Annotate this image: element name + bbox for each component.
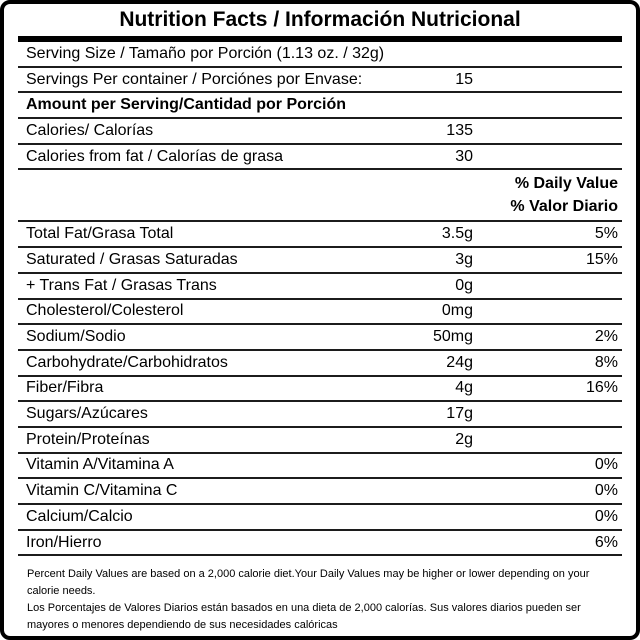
nutrient-row: Calories from fat / Calorías de grasa 30 (18, 145, 622, 171)
nutrient-amount: 3.5g (441, 225, 473, 243)
nutrient-row: Vitamin A/Vitamina A 0% (18, 454, 622, 480)
nutrient-amount: 30 (455, 147, 473, 165)
nutrient-row: Sugars/Azúcares 17g (18, 402, 622, 428)
nutrient-amount: 15 (455, 70, 473, 88)
daily-value-header-spanish: % Valor Diario (510, 197, 618, 215)
nutrient-label: Protein/Proteínas (26, 430, 150, 448)
nutrient-row: Serving Size / Tamaño por Porción (1.13 … (18, 42, 622, 68)
nutrient-label: Sugars/Azúcares (26, 405, 148, 423)
nutrient-label: Sodium/Sodio (26, 328, 126, 346)
nutrient-label: Calories/ Calorías (26, 121, 154, 139)
nutrient-amount: 24g (446, 353, 473, 371)
nutrient-percent: 16% (585, 379, 618, 397)
nutrient-percent: 15% (585, 250, 618, 268)
nutrient-percent: 2% (594, 328, 618, 346)
nutrient-label: Calcium/Calcio (26, 507, 133, 525)
nutrient-amount: 135 (446, 121, 473, 139)
nutrient-row: Total Fat/Grasa Total 3.5g 5% (18, 222, 622, 249)
nutrient-row: Cholesterol/Colesterol 0mg (18, 300, 622, 326)
nutrient-amount: 50mg (432, 328, 473, 346)
footnote-section: Percent Daily Values are based on a 2,00… (18, 566, 622, 634)
footnote-spanish: Los Porcentajes de Valores Diarios están… (27, 602, 581, 632)
nutrient-label: Vitamin A/Vitamina A (26, 456, 174, 474)
nutrient-label: Cholesterol/Colesterol (26, 302, 184, 320)
nutrient-label: Calories from fat / Calorías de grasa (26, 147, 283, 165)
nutrient-amount: 0g (455, 276, 473, 294)
nutrition-table: Serving Size / Tamaño por Porción (1.13 … (18, 42, 622, 557)
nutrient-row: Amount per Serving/Cantidad por Porción (18, 93, 622, 120)
nutrient-row: Fiber/Fibra 4g 16% (18, 377, 622, 403)
nutrient-percent: 0% (594, 456, 618, 474)
nutrient-row: Protein/Proteínas 2g (18, 428, 622, 454)
nutrient-label: Fiber/Fibra (26, 379, 104, 397)
nutrient-label: Iron/Hierro (26, 533, 102, 551)
title-divider-bar (18, 36, 622, 42)
nutrient-row: Calories/ Calorías 135 (18, 119, 622, 145)
daily-value-header-english: % Daily Value (514, 174, 618, 192)
nutrient-row: + Trans Fat / Grasas Trans 0g (18, 274, 622, 300)
nutrient-label: + Trans Fat / Grasas Trans (26, 276, 217, 294)
nutrient-row: Calcium/Calcio 0% (18, 505, 622, 531)
footnote-english: Percent Daily Values are based on a 2,00… (27, 568, 590, 598)
nutrient-amount: 4g (455, 379, 473, 397)
nutrient-row: Iron/Hierro 6% (18, 531, 622, 557)
nutrient-label: Vitamin C/Vitamina C (26, 482, 178, 500)
nutrient-amount: 0mg (441, 302, 473, 320)
nutrient-label: Amount per Serving/Cantidad por Porción (26, 96, 347, 114)
nutrient-label: Carbohydrate/Carbohidratos (26, 353, 228, 371)
nutrient-amount: 17g (446, 405, 473, 423)
nutrient-row: Carbohydrate/Carbohidratos 24g 8% (18, 351, 622, 377)
nutrient-percent: 0% (594, 482, 618, 500)
nutrient-row: Saturated / Grasas Saturadas 3g 15% (18, 248, 622, 274)
nutrient-amount: 3g (455, 250, 473, 268)
nutrient-percent: 6% (594, 533, 618, 551)
nutrient-row: Sodium/Sodio 50mg 2% (18, 325, 622, 351)
label-title: Nutrition Facts / Información Nutriciona… (119, 8, 521, 31)
nutrient-label: Servings Per container / Porciónes por E… (26, 70, 363, 88)
nutrient-percent: 5% (594, 225, 618, 243)
nutrient-percent: 8% (594, 353, 618, 371)
nutrient-amount: 2g (455, 430, 473, 448)
nutrient-row: Servings Per container / Porciónes por E… (18, 68, 622, 94)
nutrient-label: Serving Size / Tamaño por Porción (1.13 … (26, 44, 385, 62)
daily-value-header: % Daily Value % Valor Diario (18, 170, 622, 223)
nutrient-label: Total Fat/Grasa Total (26, 225, 174, 243)
nutrient-label: Saturated / Grasas Saturadas (26, 250, 238, 268)
nutrient-row: Vitamin C/Vitamina C 0% (18, 479, 622, 505)
nutrient-percent: 0% (594, 507, 618, 525)
